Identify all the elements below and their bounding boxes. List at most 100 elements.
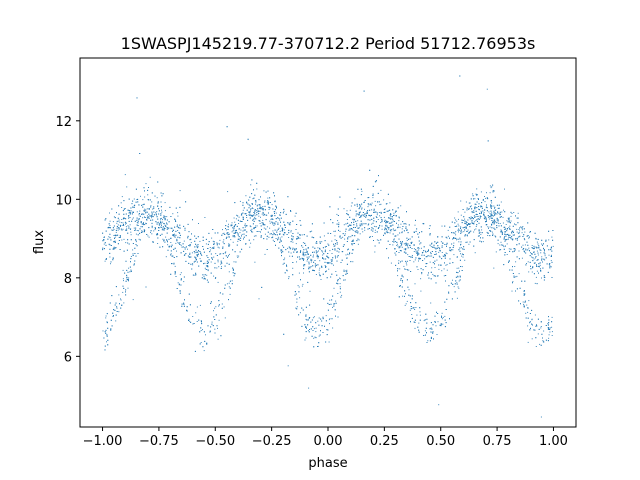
data-point [173, 248, 175, 250]
data-point [106, 313, 108, 315]
data-point [105, 258, 107, 260]
data-point [258, 231, 260, 232]
data-point [194, 256, 196, 258]
data-point [539, 249, 541, 251]
data-point [487, 198, 489, 200]
data-point [193, 323, 195, 324]
data-point [486, 231, 488, 233]
data-point [351, 222, 352, 224]
data-point [433, 244, 435, 246]
data-point [374, 245, 376, 247]
data-point [482, 199, 484, 200]
data-point [471, 211, 473, 213]
data-point [357, 188, 359, 190]
data-point [500, 241, 502, 243]
data-point [452, 232, 454, 234]
data-point [150, 206, 152, 208]
data-point [324, 265, 326, 267]
data-point [162, 227, 164, 229]
data-point [226, 220, 227, 222]
data-point [550, 260, 552, 262]
data-point [508, 220, 510, 222]
data-point [242, 209, 244, 211]
data-point [223, 232, 225, 234]
data-point [213, 310, 214, 312]
data-point [375, 180, 377, 182]
data-point [136, 224, 138, 226]
data-point [544, 250, 545, 252]
data-point [321, 241, 323, 243]
data-point [189, 253, 191, 255]
data-point [388, 222, 390, 224]
data-point [195, 249, 197, 251]
data-point [147, 216, 149, 218]
data-point [394, 211, 396, 213]
data-point [487, 235, 489, 236]
data-point [449, 318, 450, 320]
data-point [139, 239, 141, 241]
data-point [348, 254, 350, 256]
data-point [481, 202, 483, 204]
data-point [534, 262, 536, 264]
data-point [543, 330, 545, 332]
data-point [410, 306, 412, 307]
data-point [411, 256, 413, 258]
data-point [160, 226, 162, 228]
data-point [106, 321, 108, 323]
data-point [543, 275, 545, 277]
data-point [116, 220, 118, 222]
data-point [494, 207, 495, 209]
data-point [409, 238, 411, 240]
data-point [123, 223, 124, 225]
data-point [356, 225, 358, 227]
data-point [353, 243, 355, 244]
data-point [117, 229, 119, 231]
data-point [352, 241, 354, 242]
data-point [207, 266, 209, 268]
data-point [306, 327, 307, 329]
data-point [335, 315, 336, 317]
data-point [490, 230, 492, 232]
data-point [255, 225, 257, 227]
data-point [549, 327, 551, 329]
data-point [111, 295, 113, 297]
data-point [464, 220, 466, 222]
data-point [508, 261, 509, 263]
data-point [427, 255, 429, 257]
data-point [170, 227, 172, 229]
data-point [415, 307, 417, 308]
data-point [294, 248, 295, 250]
data-point [161, 211, 163, 213]
data-point [317, 346, 319, 347]
data-point [544, 255, 546, 257]
data-point [251, 179, 253, 181]
data-point [431, 242, 433, 244]
data-point [444, 301, 446, 303]
data-point [263, 190, 265, 192]
data-point [342, 236, 344, 238]
data-point [228, 299, 229, 301]
data-point [127, 287, 129, 289]
data-point [357, 243, 359, 245]
data-point [459, 237, 461, 239]
data-point [308, 263, 310, 265]
data-point [322, 318, 324, 320]
data-point [360, 220, 362, 222]
data-point [167, 241, 168, 243]
data-point [125, 221, 126, 223]
data-point [490, 215, 492, 217]
data-point [317, 255, 319, 257]
data-point [280, 250, 282, 252]
data-point [136, 217, 138, 219]
data-point [390, 213, 392, 215]
data-point [239, 200, 241, 202]
data-point [105, 332, 107, 334]
data-point [500, 201, 502, 203]
data-point [177, 282, 179, 284]
data-point [303, 268, 305, 270]
data-point [390, 230, 392, 232]
data-point [117, 217, 119, 219]
data-point [359, 217, 361, 218]
data-point [503, 237, 505, 239]
data-point [376, 214, 378, 216]
